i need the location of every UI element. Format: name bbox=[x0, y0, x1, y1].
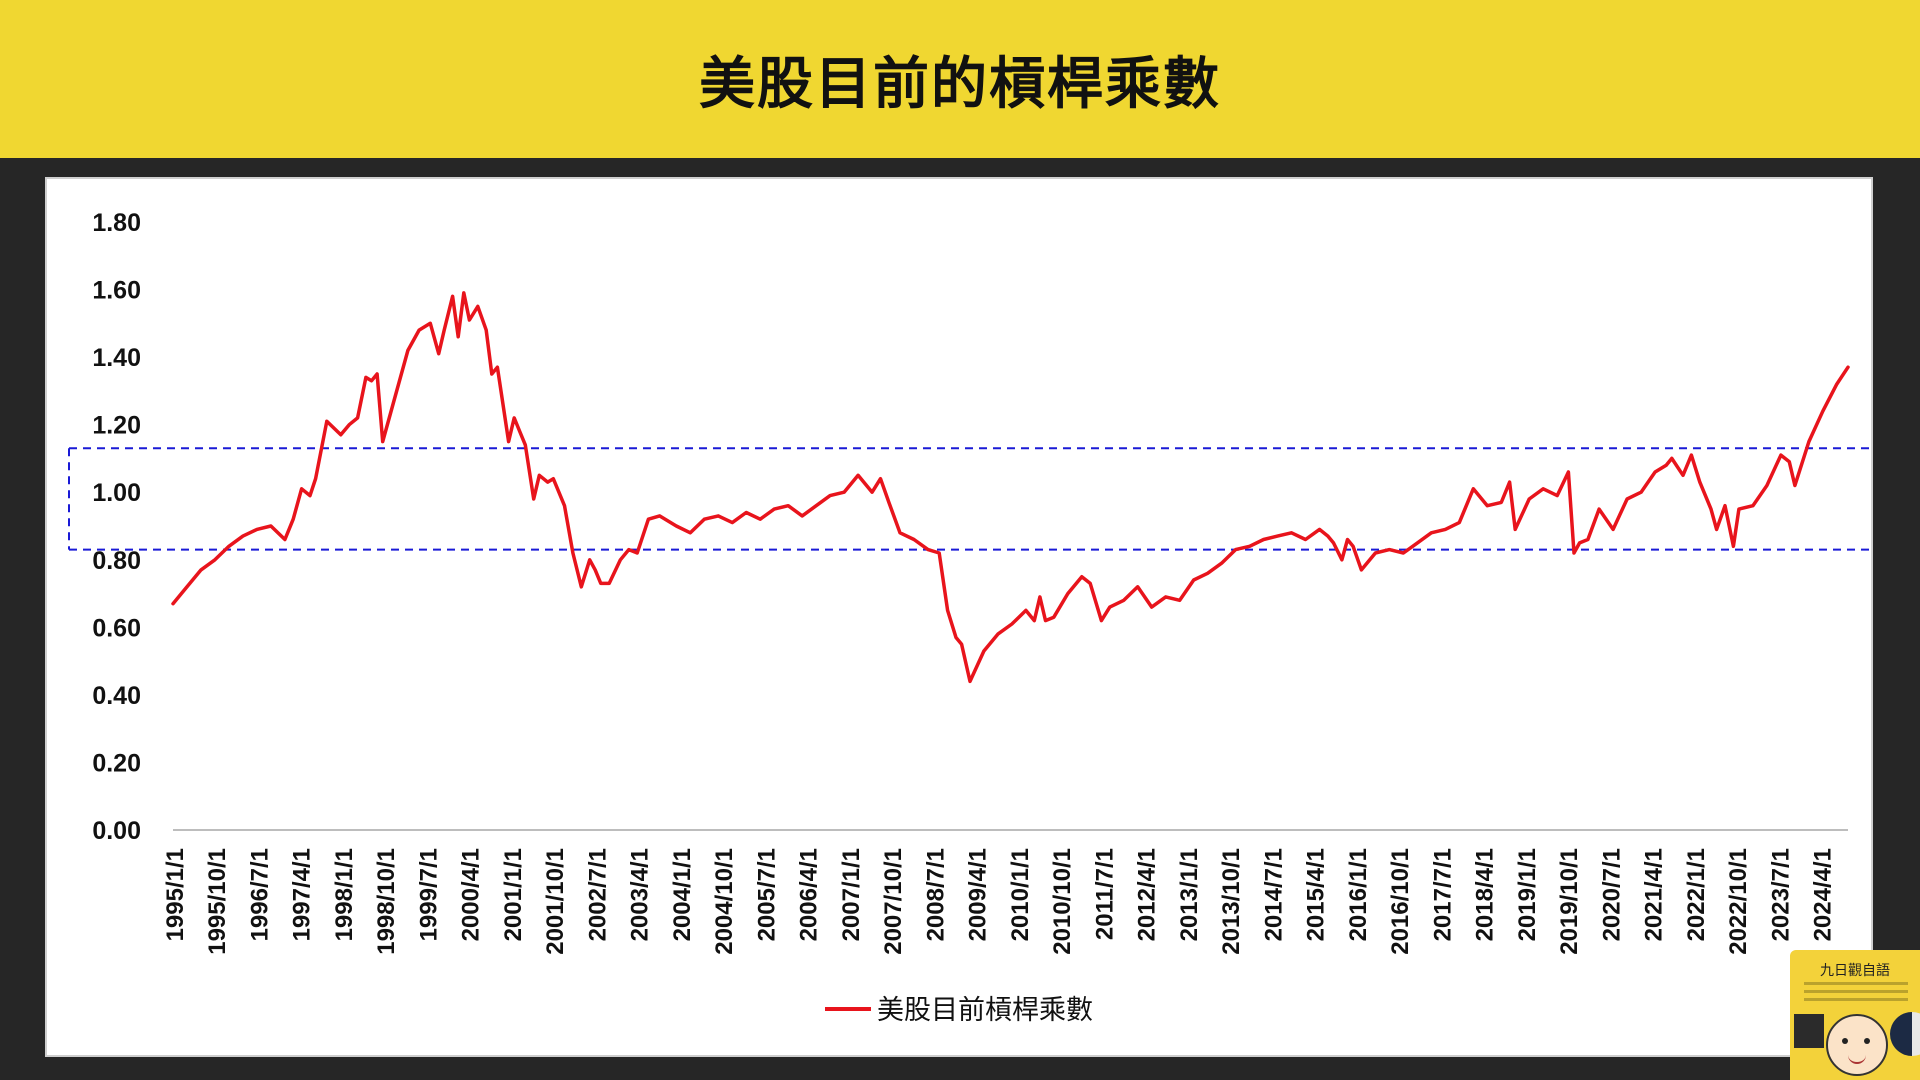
legend-label: 美股目前槓桿乘數 bbox=[877, 995, 1093, 1026]
leverage-line-chart: 1.80 1.60 1.40 1.20 1.00 0.80 0.60 0.40 0.20 0.00… bbox=[68, 209, 1873, 1026]
series-line bbox=[171, 291, 1850, 684]
x-tick-label: 2000/4/1 bbox=[458, 848, 485, 941]
y-tick-label: 0.80 bbox=[92, 547, 141, 575]
x-tick-label: 2013/10/1 bbox=[1218, 848, 1245, 955]
x-tick-label: 2022/10/1 bbox=[1725, 848, 1752, 955]
x-tick-label: 2004/10/1 bbox=[711, 848, 738, 955]
x-tick-label: 2001/10/1 bbox=[542, 848, 569, 955]
x-tick-label: 2010/10/1 bbox=[1049, 848, 1076, 955]
x-tick-label: 1997/4/1 bbox=[289, 848, 316, 941]
x-tick-label: 2009/4/1 bbox=[965, 848, 992, 941]
x-tick-label: 2014/7/1 bbox=[1260, 848, 1287, 941]
chalkboard-icon bbox=[1794, 1014, 1824, 1048]
x-tick-label: 2016/10/1 bbox=[1387, 848, 1414, 955]
y-tick-label: 0.60 bbox=[92, 614, 141, 642]
x-tick-label: 2008/7/1 bbox=[922, 848, 949, 941]
x-tick-label: 2021/4/1 bbox=[1641, 848, 1668, 941]
y-tick-label: 0.20 bbox=[92, 749, 141, 777]
avatar bbox=[1826, 1014, 1888, 1076]
y-tick-label: 1.00 bbox=[92, 479, 141, 507]
x-tick-label: 1995/10/1 bbox=[204, 848, 231, 955]
x-tick-label: 2012/4/1 bbox=[1134, 848, 1161, 941]
x-tick-label: 2019/1/1 bbox=[1514, 848, 1541, 941]
x-tick-label: 1995/1/1 bbox=[162, 848, 189, 941]
x-tick-label: 1999/7/1 bbox=[415, 848, 442, 941]
x-tick-label: 2023/7/1 bbox=[1767, 848, 1794, 941]
y-tick-label: 1.80 bbox=[92, 209, 141, 237]
x-tick-label: 2010/1/1 bbox=[1007, 848, 1034, 941]
x-tick-label: 2001/1/1 bbox=[500, 848, 527, 941]
x-tick-label: 2016/1/1 bbox=[1345, 848, 1372, 941]
x-tick-label: 2006/4/1 bbox=[796, 848, 823, 941]
x-tick-label: 2004/1/1 bbox=[669, 848, 696, 941]
y-tick-label: 0.00 bbox=[92, 817, 141, 845]
channel-badge[interactable]: 九日觀自語 bbox=[1790, 950, 1920, 1080]
y-tick-label: 0.40 bbox=[92, 682, 141, 710]
x-tick-label: 2013/1/1 bbox=[1176, 848, 1203, 941]
chart-panel: 1.80 1.60 1.40 1.20 1.00 0.80 0.60 0.40 0.20 0.00… bbox=[45, 177, 1873, 1057]
chart-title: 美股目前的槓桿乘數 bbox=[699, 51, 1221, 117]
x-tick-label: 2017/7/1 bbox=[1429, 848, 1456, 941]
y-tick-label: 1.20 bbox=[92, 412, 141, 440]
badge-caption-lines bbox=[1804, 982, 1908, 1006]
x-tick-label: 2003/4/1 bbox=[627, 848, 654, 941]
x-tick-label: 2011/7/1 bbox=[1091, 848, 1118, 940]
x-tick-label: 2018/4/1 bbox=[1472, 848, 1499, 941]
x-tick-label: 1998/10/1 bbox=[373, 848, 400, 955]
y-tick-label: 1.40 bbox=[92, 344, 141, 372]
title-banner: 美股目前的槓桿乘數 bbox=[0, 0, 1920, 158]
y-tick-label: 1.60 bbox=[92, 277, 141, 305]
x-tick-label: 2005/7/1 bbox=[753, 848, 780, 941]
x-tick-label: 2019/10/1 bbox=[1556, 848, 1583, 955]
channel-badge-title: 九日觀自語 bbox=[1820, 963, 1890, 979]
x-tick-label: 2015/4/1 bbox=[1303, 848, 1330, 941]
x-tick-label: 2020/7/1 bbox=[1598, 848, 1625, 941]
x-tick-label: 2024/4/1 bbox=[1810, 848, 1837, 941]
yin-yang-icon bbox=[1890, 1012, 1920, 1056]
x-tick-label: 2022/1/1 bbox=[1683, 848, 1710, 941]
x-tick-label: 1996/7/1 bbox=[246, 848, 273, 941]
x-tick-label: 2007/10/1 bbox=[880, 848, 907, 955]
x-tick-label: 1998/1/1 bbox=[331, 848, 358, 941]
x-tick-label: 2007/1/1 bbox=[838, 848, 865, 941]
x-tick-label: 2002/7/1 bbox=[584, 848, 611, 941]
